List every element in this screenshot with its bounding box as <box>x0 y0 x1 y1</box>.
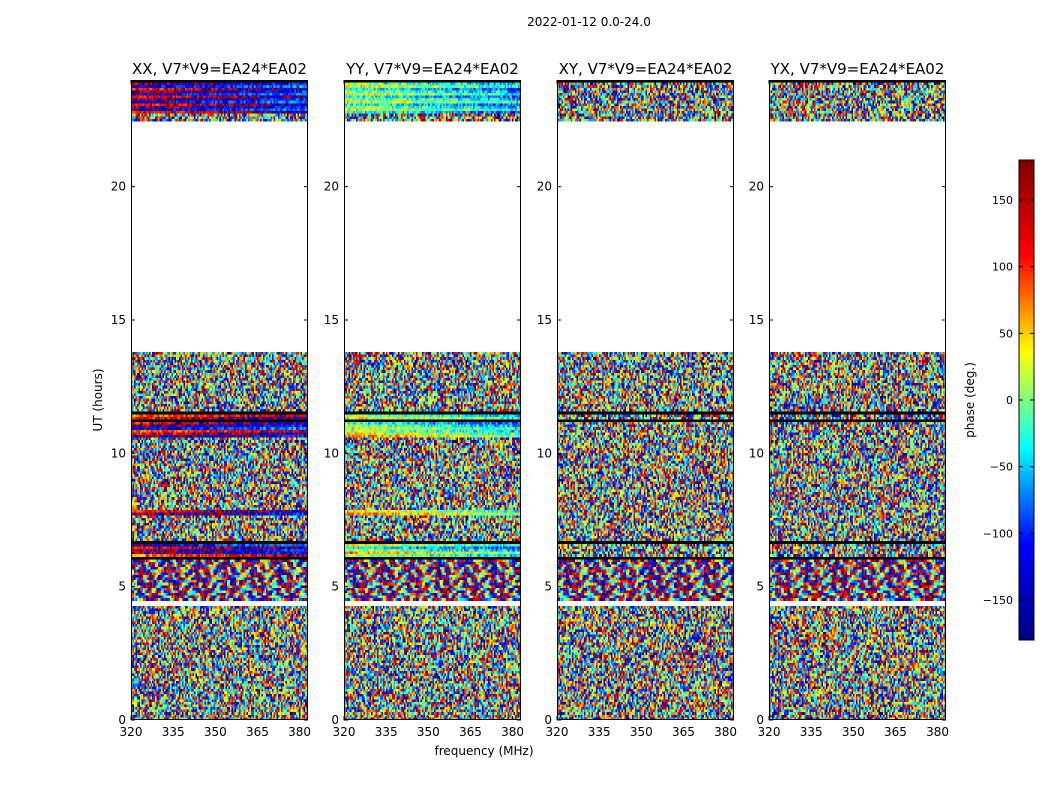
panel-frame-xx <box>131 80 308 720</box>
y-tick-label: 0 <box>544 713 552 727</box>
x-tick-label: 335 <box>588 725 611 739</box>
panels-group: XX, V7*V9=EA24*EA02 320 335 350 365 380 0 5 10 15… <box>111 60 949 739</box>
x-tick-label: 380 <box>288 725 311 739</box>
x-tick-label: 320 <box>333 725 356 739</box>
y-tick-label: 5 <box>331 580 339 594</box>
x-tick-label: 350 <box>204 725 227 739</box>
x-tick-label: 365 <box>246 725 269 739</box>
x-tick-label: 380 <box>926 725 949 739</box>
y-tick-label: 10 <box>749 446 764 460</box>
y-tick-label: 20 <box>324 180 339 194</box>
y-tick-label: 0 <box>331 713 339 727</box>
colorbar-tick-label: 50 <box>999 327 1013 340</box>
x-tick-label: 365 <box>884 725 907 739</box>
panel-title-xy: XY, V7*V9=EA24*EA02 <box>559 60 733 78</box>
x-tick-label: 365 <box>459 725 482 739</box>
colorbar-tick-label: 150 <box>992 194 1013 207</box>
panel-xy: XY, V7*V9=EA24*EA02 320 335 350 365 380 0 5 10 15… <box>537 60 737 739</box>
panel-title-yy: YY, V7*V9=EA24*EA02 <box>345 60 519 78</box>
x-tick-label: 380 <box>501 725 524 739</box>
panel-yy: YY, V7*V9=EA24*EA02 320 335 350 365 380 0 5 10 15… <box>324 60 524 739</box>
x-tick-label: 335 <box>800 725 823 739</box>
colorbar-tick-label: 0 <box>1006 394 1013 407</box>
panel-frame-yx <box>769 80 946 720</box>
figure-suptitle: 2022-01-12 0.0-24.0 <box>527 15 651 29</box>
colorbar-tick-label: −100 <box>983 527 1013 540</box>
x-tick-label: 350 <box>630 725 653 739</box>
colorbar-tick-label: −50 <box>990 461 1013 474</box>
x-tick-label: 320 <box>758 725 781 739</box>
phase-raster-xy <box>557 80 734 720</box>
panel-frame-yy <box>344 80 521 720</box>
y-tick-label: 0 <box>118 713 126 727</box>
x-tick-label: 320 <box>546 725 569 739</box>
colorbar-ticks: 150 100 50 0 −50 −100 −150 <box>983 194 1034 607</box>
y-tick-label: 10 <box>324 446 339 460</box>
phase-raster-xx <box>131 80 308 720</box>
x-tick-label: 365 <box>672 725 695 739</box>
phase-raster-yy <box>344 80 521 720</box>
y-tick-label: 5 <box>118 580 126 594</box>
colorbar: 150 100 50 0 −50 −100 −150 phase (deg.) <box>963 159 1035 641</box>
colorbar-tick-label: 100 <box>992 261 1013 274</box>
y-tick-label: 5 <box>544 580 552 594</box>
panel-xx: XX, V7*V9=EA24*EA02 320 335 350 365 380 0 5 10 15… <box>111 60 311 739</box>
y-axis-label: UT (hours) <box>91 368 105 431</box>
y-tick-label: 15 <box>537 313 552 327</box>
colorbar-label: phase (deg.) <box>963 362 977 438</box>
panel-title-xx: XX, V7*V9=EA24*EA02 <box>132 60 307 78</box>
colorbar-tick-label: −150 <box>983 594 1013 607</box>
x-tick-label: 335 <box>375 725 398 739</box>
y-tick-label: 20 <box>537 180 552 194</box>
y-tick-label: 0 <box>756 713 764 727</box>
y-tick-label: 15 <box>111 313 126 327</box>
y-tick-label: 15 <box>324 313 339 327</box>
x-axis-label: frequency (MHz) <box>434 744 533 758</box>
y-tick-label: 5 <box>756 580 764 594</box>
x-tick-label: 320 <box>120 725 143 739</box>
y-tick-label: 10 <box>537 446 552 460</box>
y-tick-label: 20 <box>111 180 126 194</box>
y-tick-label: 20 <box>749 180 764 194</box>
x-tick-label: 350 <box>417 725 440 739</box>
y-tick-label: 10 <box>111 446 126 460</box>
x-tick-label: 350 <box>842 725 865 739</box>
y-tick-label: 15 <box>749 313 764 327</box>
x-tick-label: 335 <box>162 725 185 739</box>
panel-title-yx: YX, V7*V9=EA24*EA02 <box>770 60 945 78</box>
panel-yx: YX, V7*V9=EA24*EA02 320 335 350 365 380 0 5 10 15… <box>749 60 949 739</box>
x-tick-label: 380 <box>714 725 737 739</box>
panel-frame-xy <box>557 80 734 720</box>
phase-raster-yx <box>769 80 946 720</box>
